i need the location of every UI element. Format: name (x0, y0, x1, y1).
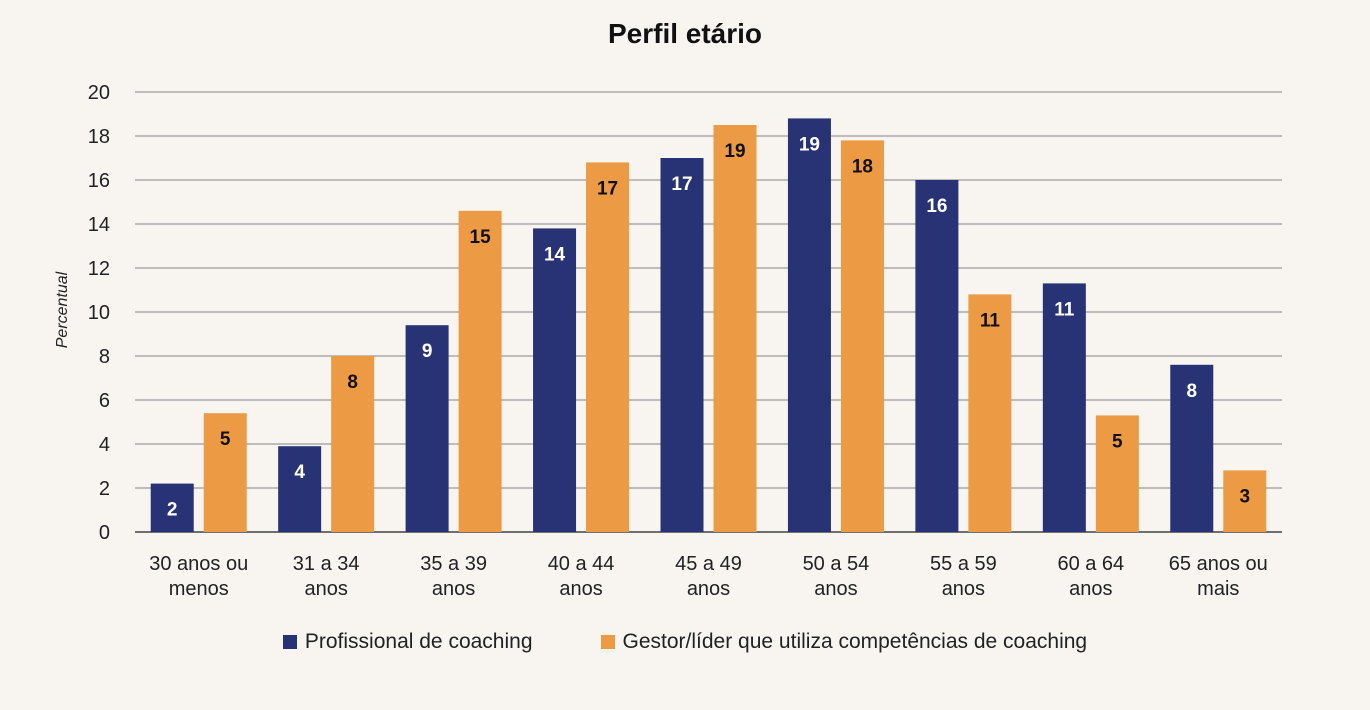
y-tick-label: 2 (99, 478, 110, 500)
data-label: 3 (1239, 486, 1250, 507)
bar-profissional (1042, 283, 1086, 532)
y-tick-label: 12 (88, 258, 110, 280)
data-label: 19 (724, 141, 745, 162)
bar-gestor (1095, 415, 1139, 532)
bar-profissional (1170, 364, 1214, 532)
x-tick-label: anos (304, 578, 347, 600)
x-tick-label: 35 a 39 (420, 553, 487, 575)
data-label: 17 (597, 178, 618, 199)
legend-label: Profissional de coaching (304, 630, 533, 653)
x-tick-label: anos (687, 578, 730, 600)
y-tick-label: 0 (99, 522, 110, 544)
data-label: 5 (1112, 431, 1123, 452)
bar-profissional (278, 446, 322, 532)
legend-label: Gestor/líder que utiliza competências de… (622, 630, 1088, 653)
y-tick-label: 18 (88, 126, 110, 148)
y-tick-label: 6 (99, 390, 110, 412)
y-axis-title: Percentual (54, 271, 71, 348)
x-tick-label: anos (1069, 578, 1112, 600)
bar-gestor (840, 140, 884, 532)
x-tick-label: menos (169, 578, 229, 600)
data-label: 4 (294, 462, 305, 483)
bar-profissional (533, 228, 577, 532)
data-label: 8 (1186, 381, 1197, 402)
bar-gestor (1223, 470, 1267, 532)
bar-gestor (968, 294, 1012, 532)
x-tick-label: 40 a 44 (548, 553, 615, 575)
x-tick-label: mais (1197, 578, 1239, 600)
legend-swatch (282, 635, 297, 649)
bar-profissional (660, 158, 704, 532)
legend: Profissional de coaching Gestor/líder que… (0, 630, 1370, 654)
bar-gestor (458, 210, 502, 533)
legend-swatch (600, 635, 615, 649)
data-label: 11 (980, 310, 1001, 331)
bar-profissional (405, 325, 449, 532)
data-label: 18 (852, 156, 873, 177)
bar-gestor (586, 162, 630, 532)
data-label: 19 (799, 134, 820, 155)
bar-profissional (150, 483, 194, 532)
y-tick-label: 8 (99, 346, 110, 368)
data-label: 9 (422, 341, 433, 362)
data-label: 17 (671, 174, 692, 195)
x-tick-label: anos (814, 578, 857, 600)
x-tick-label: 30 anos ou (149, 553, 248, 575)
x-tick-label: 60 a 64 (1057, 553, 1124, 575)
chart-title: Perfil etário (607, 18, 763, 49)
bar-profissional (787, 118, 831, 533)
x-tick-label: 55 a 59 (930, 553, 997, 575)
legend-item-gestor: Gestor/líder que utiliza competências de… (600, 630, 1088, 654)
data-label: 14 (544, 244, 566, 265)
x-tick-label: 31 a 34 (293, 553, 360, 575)
bar-gestor (331, 356, 375, 532)
x-tick-label: anos (942, 578, 985, 600)
x-tick-label: 50 a 54 (803, 553, 870, 575)
data-label: 8 (347, 372, 358, 393)
data-label: 16 (926, 196, 947, 217)
data-label: 11 (1054, 299, 1075, 320)
bar-gestor (713, 125, 757, 532)
data-label: 15 (470, 227, 492, 248)
x-tick-label: 45 a 49 (675, 553, 742, 575)
data-label: 5 (220, 429, 231, 450)
y-tick-label: 4 (99, 434, 110, 456)
x-tick-label: 65 anos ou (1169, 553, 1268, 575)
x-tick-label: anos (559, 578, 602, 600)
y-tick-label: 10 (88, 302, 110, 324)
y-tick-label: 14 (88, 214, 110, 236)
y-tick-label: 16 (88, 170, 110, 192)
x-tick-label: anos (432, 578, 475, 600)
bar-gestor (203, 413, 247, 532)
bar-profissional (915, 180, 959, 532)
data-label: 2 (167, 500, 178, 521)
legend-item-profissional: Profissional de coaching (282, 630, 533, 654)
y-tick-label: 20 (88, 82, 110, 104)
